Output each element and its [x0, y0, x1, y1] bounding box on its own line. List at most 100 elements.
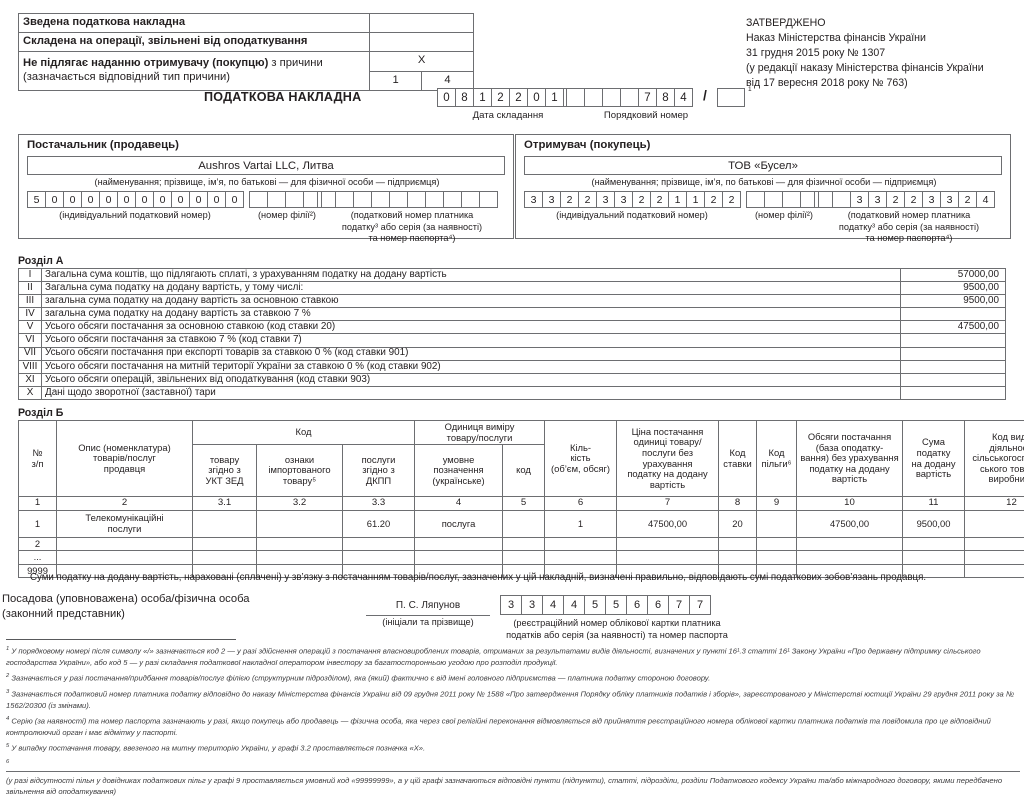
- flag-checkbox-consolidated[interactable]: [370, 14, 474, 33]
- inn-digit[interactable]: 2: [560, 191, 579, 208]
- reg-digit[interactable]: 6: [647, 595, 669, 615]
- taxnum-digit[interactable]: [389, 191, 408, 208]
- cell-quantity[interactable]: [545, 537, 617, 551]
- inn-digit[interactable]: 2: [632, 191, 651, 208]
- taxnum-digit[interactable]: [371, 191, 390, 208]
- cell-exempt-code[interactable]: [757, 551, 797, 565]
- cell-quantity[interactable]: [545, 551, 617, 565]
- taxnum-digit[interactable]: 4: [976, 191, 995, 208]
- cell-rate-code[interactable]: 20: [719, 510, 757, 537]
- cell-activity-code[interactable]: [965, 551, 1024, 565]
- taxnum-digit[interactable]: [814, 191, 833, 208]
- inn-digit[interactable]: 2: [650, 191, 669, 208]
- reg-digit[interactable]: 6: [626, 595, 648, 615]
- cell-unit-price[interactable]: [617, 551, 719, 565]
- row-value[interactable]: [901, 360, 1006, 373]
- cell-unit-price[interactable]: [617, 537, 719, 551]
- cell-unit-name[interactable]: [415, 551, 503, 565]
- cell-supply-base[interactable]: [797, 551, 903, 565]
- taxnum-digit[interactable]: 3: [850, 191, 869, 208]
- date-digit[interactable]: 1: [545, 88, 564, 107]
- row-value[interactable]: [901, 308, 1006, 321]
- inn-digit[interactable]: 0: [117, 191, 136, 208]
- taxnum-digit[interactable]: 3: [922, 191, 941, 208]
- row-value[interactable]: 9500,00: [901, 282, 1006, 295]
- inn-digit[interactable]: 3: [614, 191, 633, 208]
- row-value[interactable]: 57000,00: [901, 269, 1006, 282]
- inn-digit[interactable]: 0: [81, 191, 100, 208]
- serial-digit[interactable]: [602, 88, 621, 107]
- cell-unit-name[interactable]: послуга: [415, 510, 503, 537]
- reg-digit[interactable]: 3: [521, 595, 543, 615]
- cell-dkpp[interactable]: 61.20: [343, 510, 415, 537]
- supplier-branch-cells[interactable]: [249, 191, 322, 208]
- taxnum-digit[interactable]: 2: [904, 191, 923, 208]
- inn-digit[interactable]: 0: [99, 191, 118, 208]
- serial-digit[interactable]: [584, 88, 603, 107]
- cell-exempt-code[interactable]: [757, 510, 797, 537]
- inn-digit[interactable]: 0: [45, 191, 64, 208]
- cell-vat-amount[interactable]: 9500,00: [903, 510, 965, 537]
- serial-digit[interactable]: [566, 88, 585, 107]
- cell-import-flag[interactable]: [257, 510, 343, 537]
- branch-digit[interactable]: [267, 191, 286, 208]
- serial-digit[interactable]: [620, 88, 639, 107]
- cell-supply-base[interactable]: 47500,00: [797, 510, 903, 537]
- taxnum-digit[interactable]: [479, 191, 498, 208]
- cell-rate-code[interactable]: [719, 551, 757, 565]
- serial-digit[interactable]: 7: [638, 88, 657, 107]
- inn-digit[interactable]: 0: [207, 191, 226, 208]
- buyer-inn-cells[interactable]: 3 3 2 2 3 3 2 2 1 1 2 2: [524, 191, 741, 208]
- row-value[interactable]: [901, 373, 1006, 386]
- cell-supply-base[interactable]: [797, 537, 903, 551]
- taxnum-digit[interactable]: [353, 191, 372, 208]
- inn-digit[interactable]: 2: [722, 191, 741, 208]
- inn-digit[interactable]: 3: [596, 191, 615, 208]
- date-digit[interactable]: 0: [437, 88, 456, 107]
- inn-digit[interactable]: 1: [686, 191, 705, 208]
- inn-digit[interactable]: 0: [153, 191, 172, 208]
- taxnum-digit[interactable]: [461, 191, 480, 208]
- supplier-taxnum-cells[interactable]: [317, 191, 498, 208]
- buyer-taxnum-cells[interactable]: 3 3 2 2 3 3 2 4: [814, 191, 995, 208]
- taxnum-digit[interactable]: [335, 191, 354, 208]
- reg-digit[interactable]: 5: [584, 595, 606, 615]
- inn-digit[interactable]: 0: [225, 191, 244, 208]
- cell-activity-code[interactable]: [965, 537, 1024, 551]
- row-value[interactable]: 47500,00: [901, 321, 1006, 334]
- suffix-digit[interactable]: [717, 88, 745, 107]
- taxnum-digit[interactable]: [425, 191, 444, 208]
- cell-unit-price[interactable]: 47500,00: [617, 510, 719, 537]
- date-digit[interactable]: 0: [527, 88, 546, 107]
- branch-digit[interactable]: [782, 191, 801, 208]
- inn-digit[interactable]: 0: [135, 191, 154, 208]
- date-digit[interactable]: 1: [473, 88, 492, 107]
- cell-ukt-zed[interactable]: [193, 537, 257, 551]
- cell-import-flag[interactable]: [257, 537, 343, 551]
- branch-digit[interactable]: [285, 191, 304, 208]
- reg-digit[interactable]: 4: [563, 595, 585, 615]
- inn-digit[interactable]: 3: [524, 191, 543, 208]
- signatory-name[interactable]: П. С. Ляпунов: [366, 600, 490, 611]
- row-value[interactable]: [901, 347, 1006, 360]
- cell-unit-code[interactable]: [503, 537, 545, 551]
- inn-digit[interactable]: 3: [542, 191, 561, 208]
- cell-description[interactable]: [57, 537, 193, 551]
- reg-digit[interactable]: 3: [500, 595, 522, 615]
- inn-digit[interactable]: 2: [578, 191, 597, 208]
- cell-exempt-code[interactable]: [757, 537, 797, 551]
- buyer-name-field[interactable]: ТОВ «Бусел»: [524, 156, 1002, 175]
- cell-quantity[interactable]: 1: [545, 510, 617, 537]
- invoice-suffix-cell[interactable]: [717, 88, 745, 107]
- buyer-branch-cells[interactable]: [746, 191, 819, 208]
- cell-import-flag[interactable]: [257, 551, 343, 565]
- date-digit[interactable]: 2: [509, 88, 528, 107]
- signatory-reg-cells[interactable]: 3 3 4 4 5 5 6 6 7 7: [500, 595, 711, 615]
- row-value[interactable]: [901, 334, 1006, 347]
- cell-vat-amount[interactable]: [903, 537, 965, 551]
- taxnum-digit[interactable]: [832, 191, 851, 208]
- cell-ukt-zed[interactable]: [193, 551, 257, 565]
- taxnum-digit[interactable]: 3: [940, 191, 959, 208]
- row-value[interactable]: 9500,00: [901, 295, 1006, 308]
- cell-vat-amount[interactable]: [903, 551, 965, 565]
